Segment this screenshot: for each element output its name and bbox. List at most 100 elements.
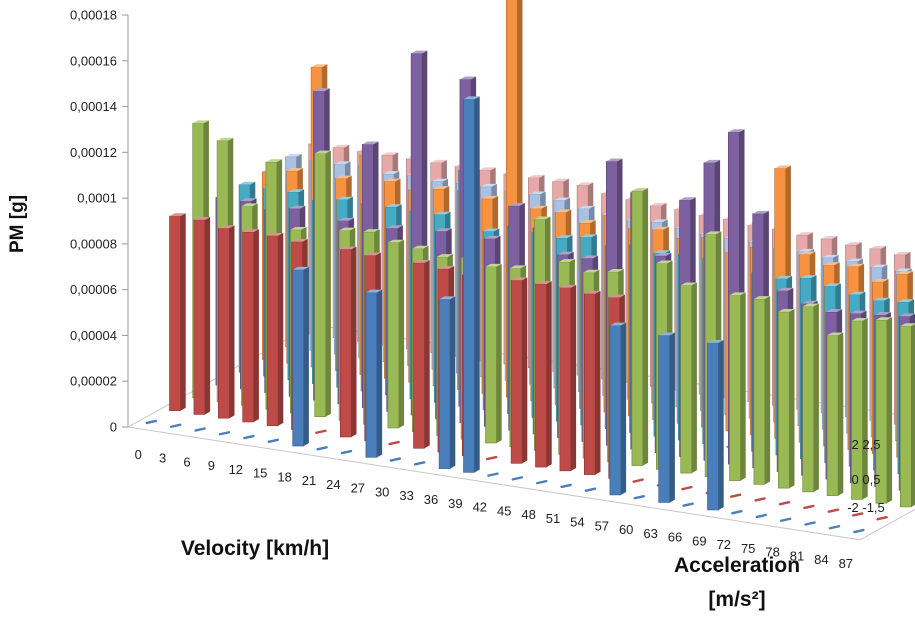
bar-top: [459, 76, 477, 80]
bar-top: [653, 250, 671, 254]
bar-base-mark: [511, 476, 523, 481]
bar: [631, 188, 649, 466]
bar-front: [826, 335, 839, 496]
bar: [193, 217, 211, 415]
bar-side: [789, 309, 795, 489]
bar: [853, 528, 865, 534]
bar-top: [509, 265, 527, 269]
bar-top: [584, 290, 601, 294]
bar-top: [383, 171, 400, 175]
bar-top: [850, 310, 867, 314]
bar: [851, 318, 868, 500]
bar-base-mark: [267, 438, 279, 443]
bar-top: [555, 209, 572, 213]
bar: [194, 427, 206, 432]
bar-top: [609, 322, 627, 326]
bar-front: [387, 242, 400, 429]
bar: [802, 303, 819, 493]
bar-base-mark: [487, 472, 499, 477]
bar-front: [193, 219, 206, 415]
bar-front: [729, 294, 741, 481]
bar-top: [242, 229, 259, 232]
bar-base-mark: [243, 434, 255, 440]
bar-front: [777, 311, 790, 489]
x-tick-label: 36: [424, 492, 438, 507]
bar: [315, 429, 327, 434]
bar-base-mark: [876, 516, 888, 521]
bar-front: [583, 293, 596, 475]
bar: [707, 340, 724, 511]
bar-top: [241, 203, 258, 207]
bar-top: [899, 313, 915, 317]
bar-front: [169, 215, 181, 411]
x-tick-label: 72: [717, 537, 731, 552]
bar-top: [387, 239, 405, 243]
y-tick-label: 0,00008: [70, 236, 117, 251]
x-tick-label: 12: [229, 462, 243, 477]
bar-top: [362, 141, 379, 145]
bar-top: [436, 254, 453, 257]
bar-top: [894, 251, 911, 255]
x-tick-label: 78: [765, 545, 779, 560]
bar-top: [707, 340, 724, 343]
bar: [632, 478, 644, 483]
bar-top: [437, 266, 455, 269]
bar-side: [253, 229, 259, 422]
bar-top: [285, 153, 302, 157]
bar-top: [872, 278, 889, 282]
bar-top: [528, 174, 545, 178]
bar-side: [718, 340, 724, 510]
bar-base-mark: [315, 429, 327, 434]
bar: [389, 457, 401, 462]
x-tick-label: 54: [570, 515, 584, 530]
bar-top: [896, 271, 913, 275]
bar: [218, 225, 235, 419]
bar: [777, 309, 795, 489]
bar: [803, 504, 815, 510]
bar-base-mark: [632, 478, 644, 483]
bar: [753, 296, 771, 485]
bar-base-mark: [584, 487, 597, 492]
bar: [535, 281, 552, 468]
bar-side: [474, 96, 480, 473]
x-tick-label: 21: [302, 473, 316, 488]
bar-top: [631, 188, 649, 191]
y-tick-label: 0,0001: [77, 191, 117, 206]
bar-top: [364, 252, 381, 256]
x-tick-label: 81: [790, 548, 804, 563]
bar-top: [290, 226, 307, 230]
y-tick-label: 0,00018: [70, 8, 117, 23]
bar: [388, 440, 400, 446]
bar: [754, 497, 766, 502]
bar-top: [287, 189, 305, 193]
bar-top: [873, 297, 890, 301]
bar-top: [650, 202, 667, 206]
bar: [876, 516, 888, 521]
z-tick-label: 2 2,5: [852, 437, 881, 452]
bar: [510, 277, 528, 464]
bar-side: [398, 239, 405, 428]
bar-top: [411, 50, 428, 54]
bar-top: [433, 186, 450, 189]
bar-base-mark: [145, 419, 158, 425]
bar-top: [386, 225, 403, 229]
bar-front: [365, 292, 378, 458]
bar: [780, 517, 792, 522]
bar-side: [838, 332, 844, 496]
z-axis-ticks: 2 2,5 0 0,5 -2 -1,5: [847, 437, 885, 515]
bar-top: [705, 231, 722, 235]
bar: [486, 455, 498, 461]
bar-base-mark: [780, 517, 792, 522]
bar: [682, 502, 694, 507]
bar-base-mark: [560, 483, 572, 489]
bar-top: [871, 264, 888, 268]
x-tick-label: 24: [326, 477, 340, 492]
bar-top: [314, 150, 331, 154]
bar-top: [822, 254, 839, 258]
bar-top: [339, 227, 356, 231]
bar-top: [313, 88, 330, 92]
bar: [340, 449, 353, 455]
bar-top: [778, 309, 795, 312]
bar-side: [862, 318, 868, 500]
bar: [583, 290, 601, 475]
